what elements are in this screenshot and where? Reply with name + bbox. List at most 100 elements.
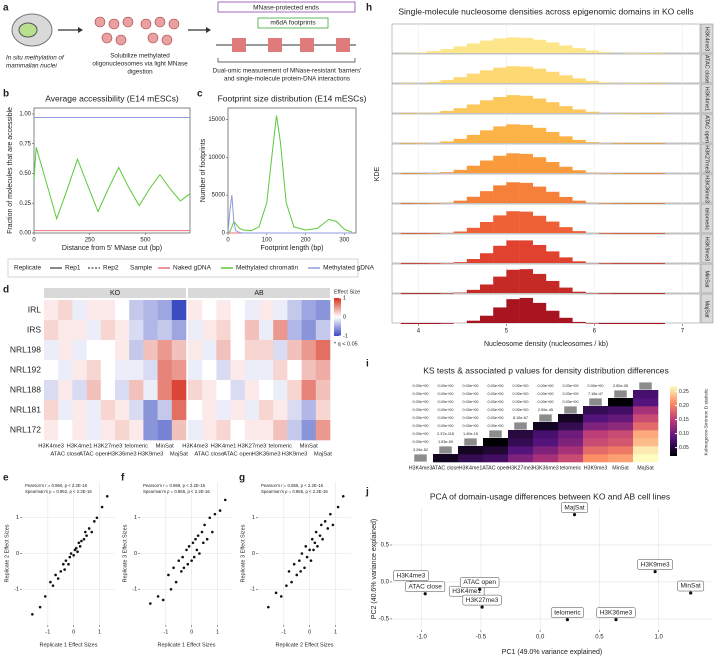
point (321, 537, 324, 541)
histogram-bar (400, 143, 415, 144)
p-value-label: 0.00e+00 (538, 392, 554, 396)
y-tick-label: 0.50 (19, 171, 31, 177)
nucleosome (115, 34, 127, 46)
heat-cell (633, 446, 659, 455)
histogram-bar (572, 321, 586, 323)
heat-cell (202, 300, 217, 321)
heat-cell (157, 380, 173, 401)
histogram-bar (651, 173, 665, 174)
x-tick-label: -1.0 (416, 635, 427, 641)
heat-cell (315, 420, 331, 441)
point (305, 555, 309, 559)
legend-label: Naked gDNA (173, 265, 212, 272)
p-value-label: 0.00e+00 (438, 424, 454, 428)
heat-cell (287, 300, 302, 321)
y-tick-label: IRS (27, 324, 42, 334)
heat-cell (157, 320, 173, 341)
point (298, 559, 301, 562)
histogram-bar (572, 231, 586, 233)
x-axis-label: Replicate 2 Effect Sizes (276, 642, 334, 648)
heat-cell (216, 300, 231, 321)
heat-cell (86, 420, 102, 441)
histogram-bar (612, 143, 626, 144)
point (167, 573, 170, 577)
facet-label: H3K4me3 (704, 27, 710, 51)
point (310, 537, 314, 541)
y-tick-label: IRL (28, 304, 42, 314)
label-box (561, 502, 588, 513)
y-tick-label: 0 (16, 551, 19, 557)
heat-cell (100, 300, 116, 321)
diagonal-cell (514, 422, 527, 430)
heat-cell (558, 414, 584, 423)
histogram-bar (440, 323, 454, 324)
point-label: ATAC open (463, 579, 496, 586)
facet-strip (700, 233, 714, 264)
x-tick-label: MajSat (170, 452, 188, 458)
histogram-bar (559, 136, 573, 143)
heat-cell (301, 300, 317, 321)
p-value-label: 0.00e+00 (413, 416, 429, 420)
point (77, 541, 81, 545)
x-tick-label: H3K4me1 (67, 444, 93, 450)
histogram-bar (651, 53, 665, 54)
heat-cell (58, 400, 73, 421)
histogram-bar (427, 293, 441, 294)
point (90, 530, 94, 534)
point (203, 523, 206, 527)
histogram-bar (427, 233, 441, 234)
heat-cell (115, 340, 130, 361)
histogram-bar (638, 233, 652, 234)
p-value-label: 2.37e-118 (437, 432, 454, 436)
histogram-bar (414, 323, 428, 324)
heat-cell (287, 420, 302, 441)
histogram-bar (400, 323, 415, 324)
heat-cell (583, 430, 609, 439)
histogram-bar (585, 142, 599, 143)
histogram-bar (453, 138, 467, 143)
heat-cell (44, 400, 59, 421)
heat-cell (216, 360, 231, 381)
heat-cell (244, 360, 260, 381)
heat-cell (558, 438, 584, 447)
colorbar-label: 0 (343, 314, 346, 320)
histogram-bar (506, 124, 520, 143)
histogram-bar (480, 130, 494, 143)
x-tick-label: 4 (417, 329, 421, 335)
x-tick-label: MinSat (612, 465, 629, 471)
heat-cell (433, 454, 459, 463)
histogram-bar (453, 262, 467, 263)
heat-cell (483, 454, 509, 463)
point (82, 537, 86, 541)
arrowhead (206, 27, 211, 33)
histogram-bar (598, 203, 613, 204)
point (201, 541, 205, 545)
point (190, 559, 193, 562)
point (205, 537, 209, 541)
diagonal-cell (614, 390, 627, 398)
point (267, 605, 270, 609)
heat-cell (171, 340, 187, 361)
histogram-bar (532, 244, 547, 263)
histogram-bar (493, 276, 507, 293)
x-tick-label: telomeric (125, 444, 149, 450)
y-tick-label: -1 (250, 587, 255, 593)
point (95, 516, 99, 520)
heat-cell (558, 454, 584, 463)
nucleosome (168, 18, 180, 30)
label-box (460, 577, 500, 588)
heat-cell (157, 300, 173, 321)
histogram-bar (440, 110, 454, 113)
facet-strip (700, 173, 714, 204)
mnase-label: MNase-protected ends (253, 5, 320, 12)
point (318, 534, 322, 537)
x-axis-label: Nucleosome density (nucleosomes / kb) (484, 341, 608, 348)
heat-cell (171, 300, 187, 321)
p-value-label: 0.00e+00 (488, 408, 504, 412)
facet-label: MinSat (704, 270, 710, 288)
step-text: Dual-omic measurement of MNase-resistant… (213, 68, 362, 75)
histogram-bar (414, 52, 428, 53)
facet-label: telomeric (704, 208, 710, 231)
p-value-label: 8.15e-67 (513, 416, 528, 420)
y-tick-label: 1.00 (19, 112, 31, 118)
